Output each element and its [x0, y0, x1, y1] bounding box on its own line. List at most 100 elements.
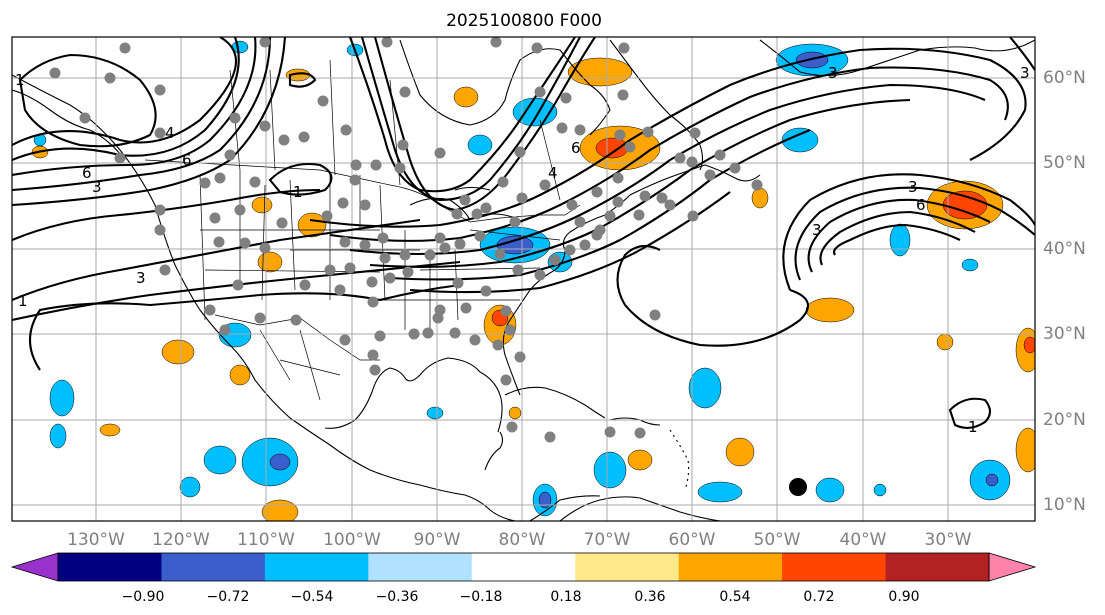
- contour-line: [18, 53, 157, 148]
- station-marker: [604, 210, 616, 222]
- longitude-label: 110°W: [237, 530, 295, 550]
- station-marker: [574, 216, 586, 228]
- contour-labels: 1 3 6 4 1 3 6 3 6 1 3 3 1 4 3 6: [15, 64, 1030, 436]
- contour-label: 4: [548, 164, 558, 182]
- station-marker: [539, 179, 551, 191]
- station-marker: [432, 312, 444, 324]
- station-marker: [566, 199, 578, 211]
- anomaly-shading: [179, 476, 201, 498]
- contour-line: [794, 186, 1035, 281]
- longitude-label: 100°W: [323, 530, 381, 550]
- anomaly-shading: [593, 451, 627, 489]
- station-marker: [439, 242, 451, 254]
- anomaly-shading: [725, 437, 755, 467]
- station-marker: [119, 42, 131, 54]
- graticule: [12, 37, 1035, 521]
- station-marker: [399, 249, 411, 261]
- station-marker: [656, 192, 668, 204]
- station-marker: [381, 37, 393, 48]
- anomaly-shading: [453, 86, 479, 108]
- contour-line: [12, 37, 240, 161]
- anomaly-shading: [161, 339, 195, 365]
- station-marker: [639, 190, 651, 202]
- contour-label: 1: [968, 418, 978, 436]
- station-marker: [490, 37, 502, 48]
- station-marker: [506, 421, 518, 433]
- colorbar-tick-label: −0.72: [207, 589, 250, 605]
- colorbar-tick-label: −0.18: [460, 589, 503, 605]
- anomaly-shading: [697, 481, 743, 503]
- map-title: 2025100800 F000: [446, 11, 602, 31]
- station-marker: [452, 277, 464, 289]
- station-marker: [497, 176, 509, 188]
- station-marker: [154, 204, 166, 216]
- station-marker: [219, 324, 231, 336]
- contour-line: [12, 37, 287, 207]
- station-marker: [579, 239, 591, 251]
- contour-label: 1: [293, 183, 303, 201]
- contour-label: 6: [82, 164, 92, 182]
- station-marker: [689, 127, 701, 139]
- colorbar: [10, 552, 1037, 582]
- station-marker: [344, 262, 356, 274]
- station-marker: [509, 216, 521, 228]
- station-marker: [642, 126, 654, 138]
- station-marker: [350, 159, 362, 171]
- station-marker: [254, 312, 266, 324]
- station-marker: [214, 172, 226, 184]
- station-marker: [633, 209, 645, 221]
- station-marker: [649, 309, 661, 321]
- station-marker: [213, 236, 225, 248]
- contour-label: 3: [812, 221, 822, 239]
- station-marker: [454, 238, 466, 250]
- station-marker: [471, 208, 483, 220]
- station-marker: [299, 279, 311, 291]
- latitude-labels: 60°N 50°N 40°N 30°N 20°N 10°N: [1043, 68, 1086, 515]
- contour-label: 3: [828, 64, 838, 82]
- station-marker: [49, 67, 61, 79]
- station-marker: [259, 120, 271, 132]
- contour-line: [782, 173, 1035, 291]
- longitude-labels: 130°W 120°W 110°W 100°W 90°W 80°W 70°W 6…: [67, 530, 972, 550]
- station-marker: [494, 248, 506, 260]
- anomaly-shading: [751, 187, 769, 209]
- station-marker: [234, 204, 246, 216]
- contours: [12, 37, 1035, 429]
- contour-line: [807, 198, 991, 273]
- latitude-label: 50°N: [1043, 153, 1086, 173]
- north-america-coastline: [12, 74, 761, 521]
- contour-line: [349, 37, 576, 193]
- station-marker: [434, 147, 446, 159]
- station-marker: [229, 112, 241, 124]
- colorbar-outline: [57, 552, 990, 582]
- anomaly-shading: [467, 134, 493, 156]
- station-marker: [278, 134, 290, 146]
- station-marker: [474, 230, 486, 242]
- longitude-label: 50°W: [754, 530, 801, 550]
- contour-label: 6: [182, 151, 192, 169]
- contour-line: [12, 37, 272, 192]
- contour-line: [309, 47, 1027, 228]
- station-marker: [549, 254, 561, 266]
- anomaly-shading: [985, 473, 999, 487]
- latitude-label: 30°N: [1043, 324, 1086, 344]
- contour-line: [360, 37, 581, 202]
- longitude-label: 40°W: [840, 530, 887, 550]
- station-marker: [612, 172, 624, 184]
- contour-line: [948, 397, 992, 429]
- anomaly-shading: [795, 51, 829, 69]
- anomaly-shading: [49, 423, 67, 449]
- station-marker: [321, 210, 333, 222]
- contour-label: 1: [15, 71, 25, 89]
- station-marker: [634, 427, 646, 439]
- station-marker: [574, 124, 586, 136]
- colorbar-ticks: −0.90 −0.72 −0.54 −0.36 −0.18 0.18 0.36 …: [122, 589, 920, 605]
- colorbar-tick-label: 0.90: [888, 589, 919, 605]
- station-marker: [377, 232, 389, 244]
- latitude-label: 10°N: [1043, 495, 1086, 515]
- station-marker: [402, 266, 414, 278]
- station-marker: [154, 84, 166, 96]
- colorbar-tick-label: 0.72: [803, 589, 834, 605]
- contour-line: [833, 223, 961, 256]
- station-marker: [399, 86, 411, 98]
